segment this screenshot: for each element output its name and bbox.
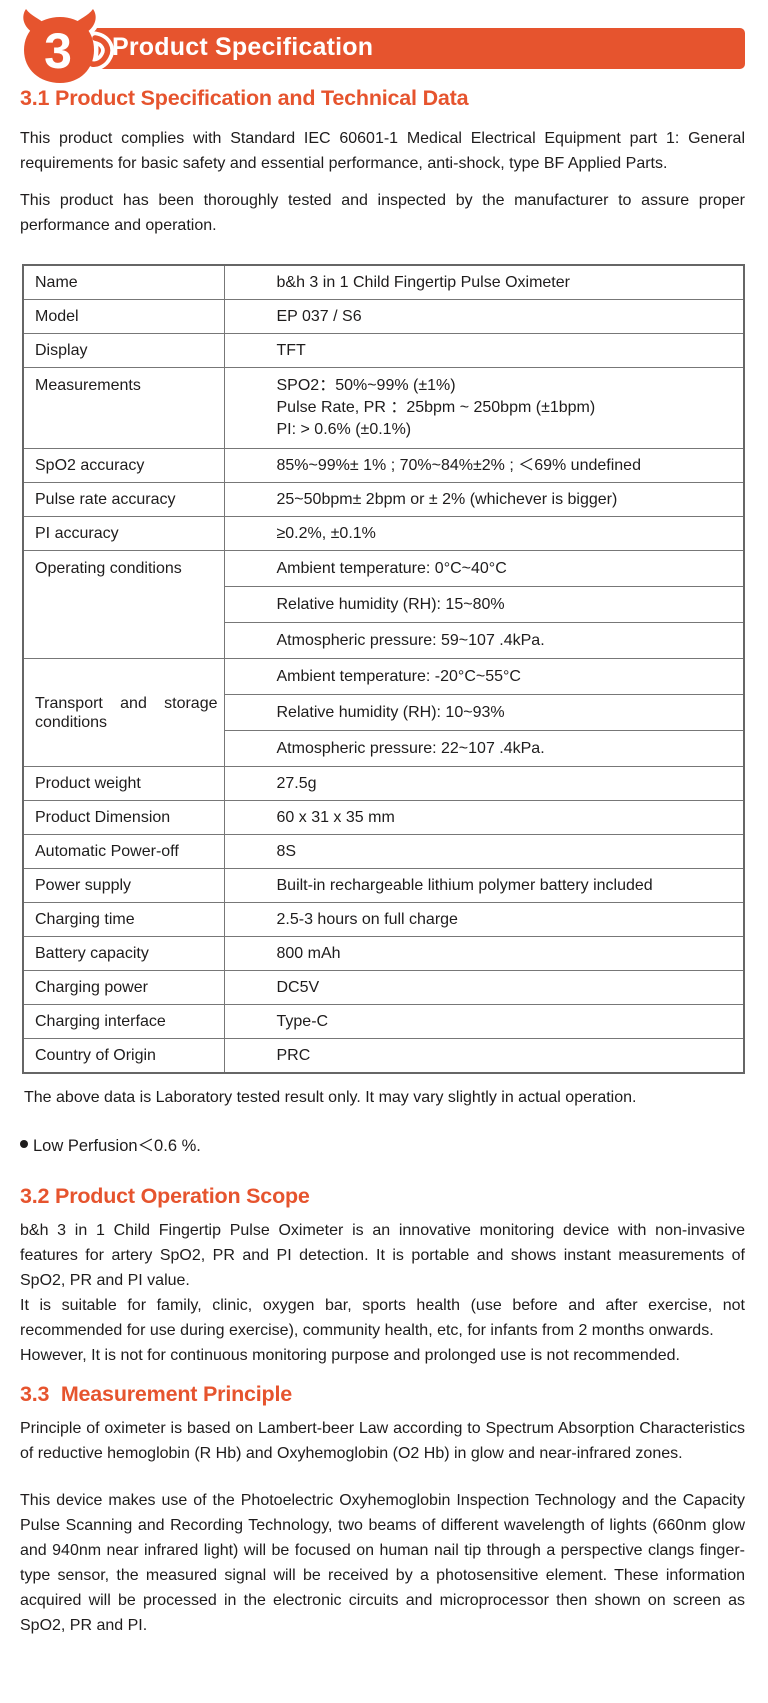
chapter-header: Product Specification 3 [18,0,745,88]
spec-value-cell: Relative humidity (RH): 10~93% [223,694,745,731]
spec-value-cell: Ambient temperature: -20°C~55°C [223,658,745,695]
spec-value-cell: ≥0.2%, ±0.1% [223,516,745,551]
table-row: SpO2 accuracy 85%~99%± 1% ; 70%~84%±2% ; … [22,448,745,483]
spec-label-cell: Measurements [22,367,225,449]
spec-label-cell: Automatic Power-off [22,834,225,869]
spec-label-cell: Pulse rate accuracy [22,482,225,517]
spec-value-cell: DC5V [223,970,745,1005]
table-row: Display TFT [22,333,745,368]
table-row: Atmospheric pressure: 59~107 .4kPa. [23,622,745,659]
table-row: Charging interface Type-C [22,1004,745,1039]
paragraph: b&h 3 in 1 Child Fingertip Pulse Oximete… [20,1222,745,1289]
low-perfusion-bullet: Low Perfusion＜0.6 %. [20,1132,745,1156]
spec-value-cell: b&h 3 in 1 Child Fingertip Pulse Oximete… [223,264,745,300]
table-row: Atmospheric pressure: 22~107 .4kPa. [23,730,745,767]
spec-label-cell: Charging interface [22,1004,225,1039]
spec-value-line: SPO2：50%~99% (±1%) [276,377,456,394]
spec-label-cell: Model [22,299,225,334]
section-3-2-heading: 3.2 Product Operation Scope [20,1184,310,1208]
spec-label-cell: Charging power [22,970,225,1005]
bullet-dot-icon [20,1140,28,1148]
table-row: Charging time 2.5-3 hours on full charge [22,902,745,937]
spec-value-cell: 8S [223,834,745,869]
spec-value-cell: 25~50bpm± 2bpm or ± 2% (whichever is big… [223,482,745,517]
spec-value-cell: Type-C [223,1004,745,1039]
bullet-text: Low Perfusion＜0.6 %. [33,1137,201,1155]
table-row: Measurements SPO2：50%~99% (±1%) Pulse Rate… [22,367,745,449]
table-row: Battery capacity 800 mAh [22,936,745,971]
paragraph: This product complies with Standard IEC … [20,130,745,172]
table-row: Transport and storage conditions Ambient … [22,658,745,767]
paragraph: It is suitable for family, clinic, oxyge… [20,1297,745,1339]
spec-value-cell: Atmospheric pressure: 22~107 .4kPa. [223,730,745,767]
spec-label-cell: Product Dimension [22,800,225,835]
spec-value-cell: Built-in rechargeable lithium polymer ba… [223,868,745,903]
banner-title: Product Specification [112,33,374,61]
spec-value-cell: 2.5-3 hours on full charge [223,902,745,937]
spec-label-cell: Battery capacity [22,936,225,971]
spec-table-body: Name b&h 3 in 1 Child Fingertip Pulse Oxi… [22,264,745,1074]
spec-value-cell: PRC [223,1038,745,1074]
spec-value-cell: 27.5g [223,766,745,801]
spec-value-line: PI: > 0.6% (±0.1%) [276,421,412,438]
spec-value-cell: 60 x 31 x 35 mm [223,800,745,835]
paragraph: However, It is not for continuous monito… [20,1347,680,1364]
table-row: Country of Origin PRC [22,1038,745,1074]
table-row: Operating conditions Ambient temperature:… [22,550,745,659]
spec-value-cell: Atmospheric pressure: 59~107 .4kPa. [223,622,745,659]
spec-value-line: Pulse Rate, PR ：25bpm ~ 250bpm (±1bpm) [276,399,596,416]
spec-label-cell: PI accuracy [22,516,225,551]
spec-label-cell: Display [22,333,225,368]
table-row: Pulse rate accuracy 25~50bpm± 2bpm or ± 2… [22,482,745,517]
table-row: Relative humidity (RH): 15~80% [23,586,745,623]
table-row: Power supply Built-in rechargeable lithiu… [22,868,745,903]
table-row: Automatic Power-off 8S [22,834,745,869]
paragraph: This product has been thoroughly tested … [20,192,745,234]
spec-label-cell: Country of Origin [22,1038,225,1074]
spec-value-cell: Ambient temperature: 0°C~40°C [223,550,745,587]
section-3-1-heading: 3.1 Product Specification and Technical … [20,86,469,110]
spec-value-cell: SPO2：50%~99% (±1%) Pulse Rate, PR ：25bpm … [223,367,745,449]
spec-value-cell: Relative humidity (RH): 15~80% [223,586,745,623]
table-note: The above data is Laboratory tested resu… [24,1089,637,1106]
table-row: PI accuracy ≥0.2%, ±0.1% [22,516,745,551]
chapter-number: 3 [44,23,72,79]
spec-value-cell: TFT [223,333,745,368]
spec-table: Name b&h 3 in 1 Child Fingertip Pulse Oxi… [22,264,745,1074]
spec-label-cell: Name [22,264,225,300]
spec-label-cell: Operating conditions [22,550,225,659]
paragraph: This device makes use of the Photoelectr… [20,1492,745,1634]
spec-value-cell: 800 mAh [223,936,745,971]
table-row: Model EP 037 / S6 [22,299,745,334]
paragraph: Principle of oximeter is based on Lamber… [20,1420,745,1462]
spec-label-cell: SpO2 accuracy [22,448,225,483]
chapter-banner: Product Specification [57,28,745,69]
spec-label-cell: Power supply [22,868,225,903]
table-row: Name b&h 3 in 1 Child Fingertip Pulse Oxi… [22,264,745,300]
spec-label-cell: Charging time [22,902,225,937]
spec-value-cell: 85%~99%± 1% ; 70%~84%±2% ; ＜69% undefine… [223,448,745,483]
cow-head-chapter-badge-icon: 3 [18,8,114,88]
spec-value-cell: EP 037 / S6 [223,299,745,334]
section-3-3-heading: 3.3 Measurement Principle [20,1382,293,1406]
spec-label-cell: Product weight [22,766,225,801]
table-row: Product Dimension 60 x 31 x 35 mm [22,800,745,835]
table-row: Charging power DC5V [22,970,745,1005]
spec-label-cell: Transport and storage conditions [22,658,225,767]
table-row: Product weight 27.5g [22,766,745,801]
